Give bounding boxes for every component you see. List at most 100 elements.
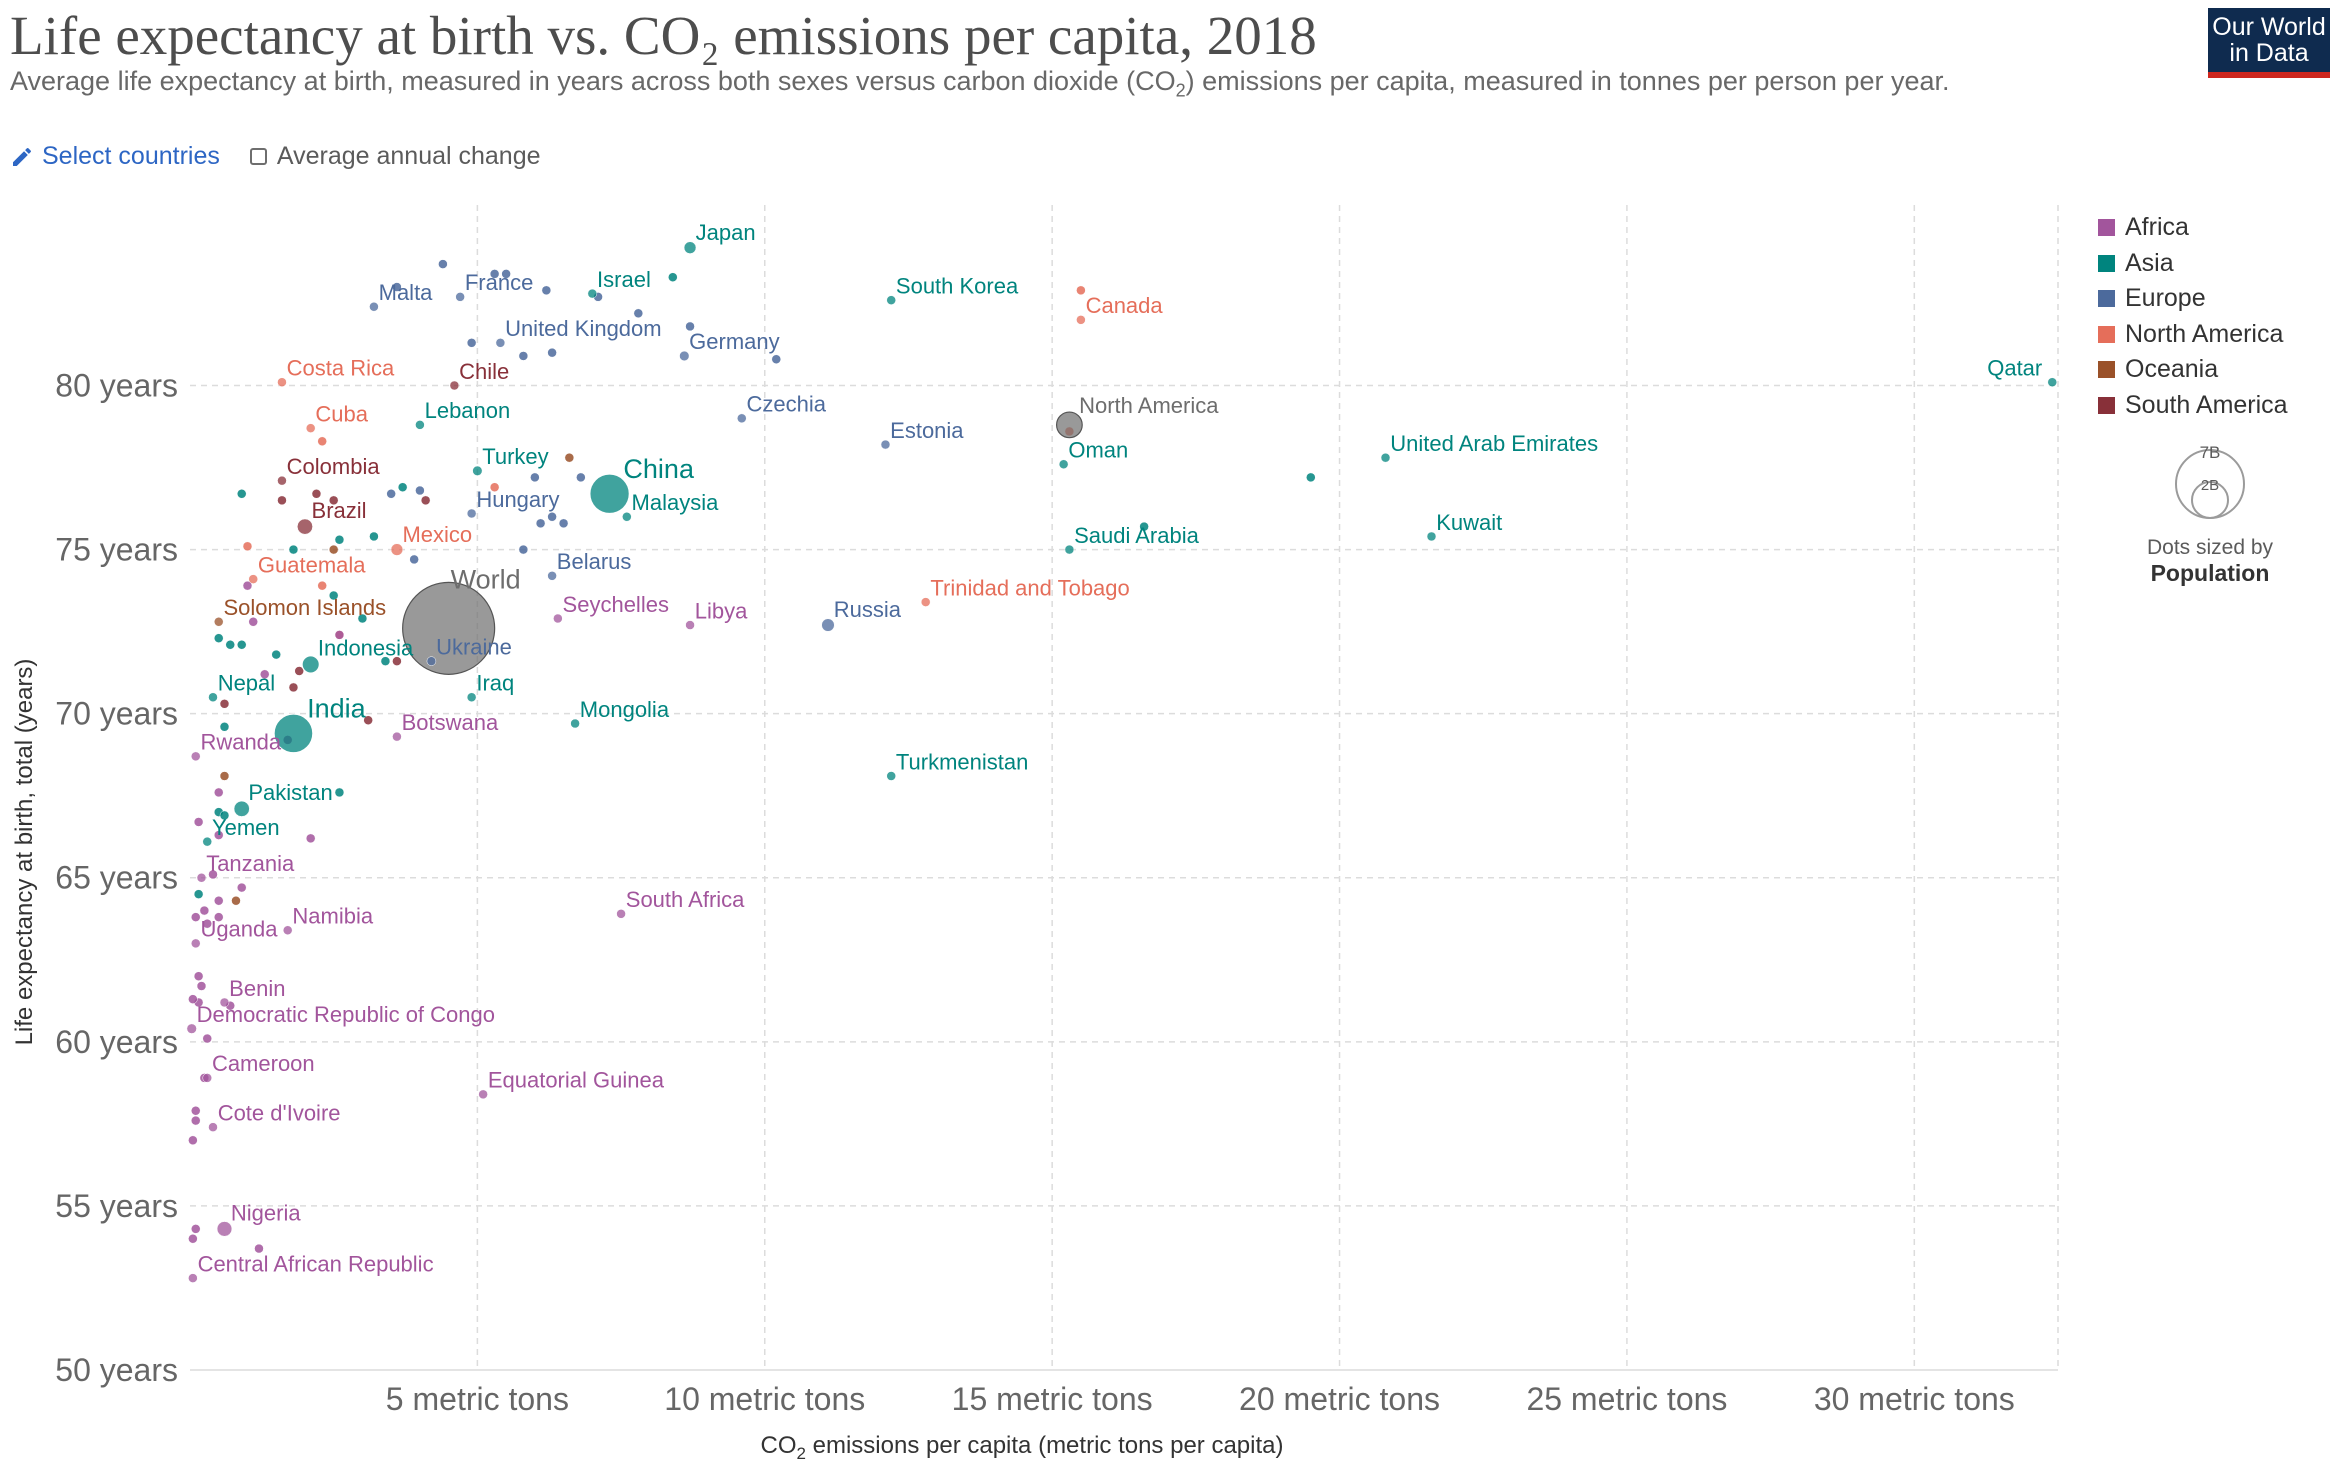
data-point[interactable] (193, 889, 204, 899)
data-point[interactable] (202, 918, 212, 929)
data-point[interactable] (190, 1105, 201, 1116)
data-point[interactable] (380, 656, 391, 666)
data-point[interactable] (392, 282, 402, 292)
data-point[interactable] (311, 489, 322, 499)
data-point[interactable] (390, 543, 404, 556)
data-point[interactable] (317, 580, 327, 591)
data-point[interactable] (622, 512, 632, 522)
data-point[interactable] (1306, 472, 1316, 483)
data-point[interactable] (334, 630, 345, 640)
data-point[interactable] (369, 301, 379, 312)
data-point[interactable] (489, 482, 500, 492)
data-point[interactable] (495, 338, 506, 348)
data-point[interactable] (328, 544, 339, 555)
legend-item[interactable]: South America (2098, 388, 2288, 424)
data-point[interactable] (1064, 544, 1075, 555)
data-point[interactable] (409, 554, 419, 565)
data-point[interactable] (535, 518, 546, 529)
data-point[interactable] (208, 1122, 218, 1132)
data-point[interactable] (199, 905, 210, 916)
data-point[interactable] (273, 713, 314, 754)
data-point[interactable] (357, 613, 368, 624)
data-point[interactable] (472, 465, 483, 476)
data-point[interactable] (190, 1224, 201, 1234)
data-point[interactable] (202, 1073, 212, 1083)
data-point[interactable] (541, 285, 552, 296)
data-point[interactable] (415, 420, 425, 430)
data-point[interactable] (305, 833, 316, 844)
data-point[interactable] (213, 787, 224, 798)
data-point[interactable] (334, 534, 345, 545)
data-point[interactable] (880, 439, 891, 450)
legend-item[interactable]: Asia (2098, 246, 2288, 282)
data-point[interactable] (1426, 531, 1437, 542)
data-point[interactable] (236, 489, 247, 499)
data-point[interactable] (683, 241, 697, 254)
data-point[interactable] (193, 817, 204, 827)
data-point[interactable] (478, 1089, 488, 1100)
data-point[interactable] (193, 971, 204, 981)
data-point[interactable] (1055, 411, 1083, 439)
data-point[interactable] (282, 925, 293, 936)
data-point[interactable] (219, 771, 230, 781)
data-point[interactable] (386, 489, 396, 499)
data-point[interactable] (213, 830, 224, 840)
data-point[interactable] (216, 1221, 233, 1237)
data-point[interactable] (438, 259, 448, 269)
data-point[interactable] (186, 1023, 197, 1034)
data-point[interactable] (219, 997, 230, 1008)
data-point[interactable] (633, 308, 644, 319)
data-point[interactable] (288, 682, 299, 693)
data-point[interactable] (397, 482, 408, 492)
data-point[interactable] (455, 292, 465, 302)
data-point[interactable] (392, 731, 402, 742)
data-point[interactable] (188, 1135, 198, 1146)
data-point[interactable] (547, 512, 557, 522)
data-point[interactable] (821, 618, 835, 632)
data-point[interactable] (236, 639, 247, 650)
data-point[interactable] (426, 656, 437, 666)
average-annual-change-checkbox[interactable] (249, 148, 267, 165)
data-point[interactable] (254, 1243, 264, 1254)
data-point[interactable] (213, 633, 224, 643)
data-point[interactable] (188, 1273, 198, 1283)
data-point[interactable] (1139, 521, 1149, 532)
data-point[interactable] (587, 288, 598, 299)
data-point[interactable] (392, 656, 402, 666)
data-point[interactable] (886, 771, 896, 781)
data-point[interactable] (1076, 285, 1086, 296)
data-point[interactable] (518, 351, 529, 361)
data-point[interactable] (547, 571, 557, 581)
data-point[interactable] (679, 350, 690, 362)
data-point[interactable] (1076, 315, 1086, 325)
data-point[interactable] (466, 508, 477, 519)
data-point[interactable] (466, 692, 477, 703)
data-point[interactable] (219, 699, 230, 709)
data-point[interactable] (771, 354, 782, 364)
data-point[interactable] (219, 810, 230, 821)
data-point[interactable] (489, 269, 500, 279)
data-point[interactable] (328, 495, 339, 506)
data-point[interactable] (190, 1115, 201, 1126)
average-annual-change-toggle[interactable]: Average annual change (249, 142, 541, 171)
data-point[interactable] (188, 994, 198, 1004)
select-countries-button[interactable]: Select countries (10, 142, 220, 171)
data-point[interactable] (248, 574, 258, 584)
data-point[interactable] (277, 377, 287, 387)
data-point[interactable] (277, 495, 287, 506)
data-point[interactable] (301, 655, 320, 674)
data-point[interactable] (547, 347, 557, 358)
data-point[interactable] (589, 473, 630, 515)
data-point[interactable] (259, 669, 270, 680)
data-point[interactable] (225, 639, 235, 650)
data-point[interactable] (297, 518, 313, 535)
legend-item[interactable]: Oceania (2098, 352, 2288, 388)
data-point[interactable] (190, 912, 201, 922)
data-point[interactable] (576, 472, 586, 483)
data-point[interactable] (190, 751, 201, 762)
data-point[interactable] (242, 541, 253, 552)
data-point[interactable] (449, 380, 460, 391)
data-point[interactable] (271, 649, 281, 660)
data-point[interactable] (213, 895, 224, 906)
data-point[interactable] (530, 472, 540, 483)
